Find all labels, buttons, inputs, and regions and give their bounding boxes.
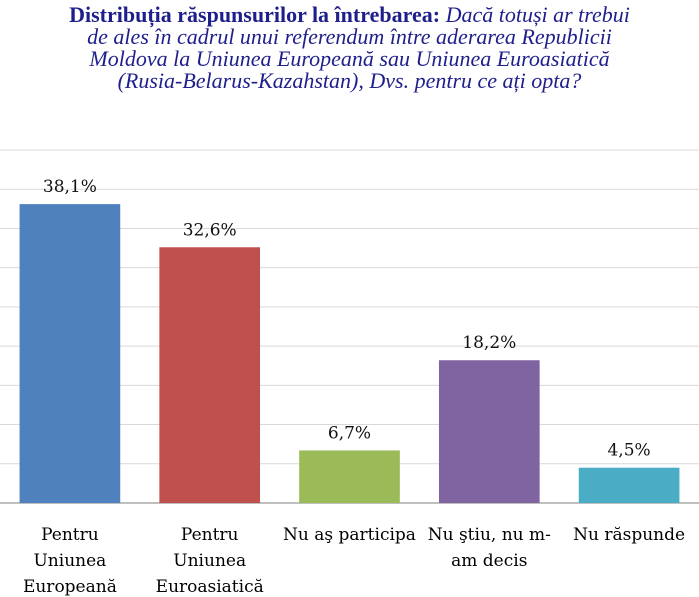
title-bold-part: Distribuția răspunsurilor la întrebarea: bbox=[69, 2, 441, 27]
x-tick-label: Nu răspunde bbox=[573, 525, 685, 545]
bar bbox=[19, 204, 121, 504]
x-tick-label: Uniunea bbox=[33, 551, 106, 571]
x-tick-label: Uniunea bbox=[173, 551, 246, 571]
title-italic-line-3: Moldova la Uniunea Europeană sau Uniunea… bbox=[89, 46, 610, 71]
chart-title: Distribuția răspunsurilor la întrebarea:… bbox=[0, 4, 699, 92]
bar bbox=[159, 247, 261, 503]
data-label: 4,5% bbox=[607, 441, 650, 461]
bar bbox=[299, 450, 400, 503]
bar bbox=[438, 360, 540, 503]
x-tick-label: Pentru bbox=[181, 525, 239, 545]
title-italic-line-2: de ales în cadrul unui referendum între … bbox=[87, 24, 612, 49]
title-italic-line-4: (Rusia-Belarus-Kazahstan), Dvs. pentru c… bbox=[117, 68, 582, 93]
x-tick-label: am decis bbox=[451, 551, 527, 571]
x-tick-label: Europeană bbox=[23, 577, 117, 597]
title-italic-line-1: Dacă totuși ar trebui bbox=[445, 2, 630, 27]
data-label: 6,7% bbox=[328, 423, 371, 443]
x-tick-label: Nu ştiu, nu m- bbox=[428, 525, 551, 545]
bar bbox=[578, 467, 680, 503]
x-tick-label: Nu aş participa bbox=[283, 525, 416, 545]
data-label: 18,2% bbox=[462, 333, 516, 353]
data-label: 32,6% bbox=[183, 220, 237, 240]
data-label: 38,1% bbox=[43, 177, 97, 197]
x-tick-label: Pentru bbox=[41, 525, 99, 545]
x-tick-label: Euroasiatică bbox=[156, 577, 264, 597]
